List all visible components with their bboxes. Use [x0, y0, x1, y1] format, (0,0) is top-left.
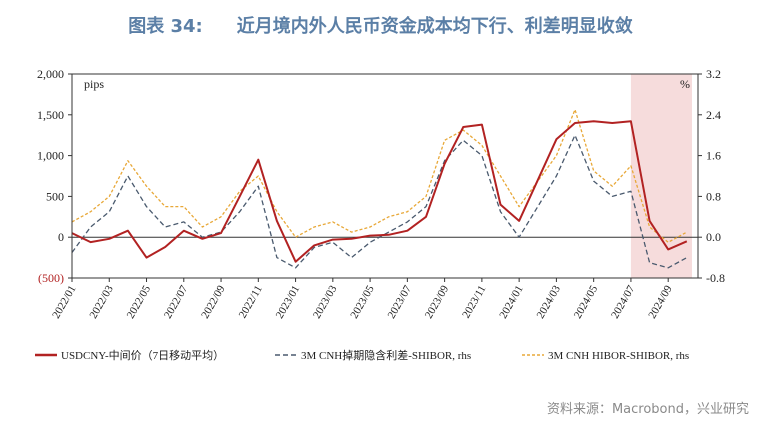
plot-frame	[71, 73, 699, 279]
legend-label-1: 3M CNH掉期隐含利差-SHIBOR, rhs	[301, 348, 471, 362]
x-tick-label: 2022/05	[125, 283, 154, 321]
y-right-tick-label: 1.6	[706, 149, 721, 163]
x-tick-label: 2024/09	[646, 283, 675, 321]
x-tick-label: 2023/07	[386, 283, 415, 321]
figure-title: 近月境内外人民币资金成本均下行、利差明显收敛	[236, 16, 633, 37]
x-tick-label: 2022/09	[199, 283, 228, 321]
series-line-2	[71, 109, 688, 243]
y-left-tick-label: 1,500	[37, 108, 64, 122]
series-line-1	[71, 134, 688, 269]
source-note: 资料来源：Macrobond，兴业研究	[546, 402, 749, 417]
x-tick-label: 2023/09	[423, 283, 452, 321]
x-tick-label: 2022/07	[162, 283, 191, 321]
x-tick-label: 2022/11	[237, 284, 265, 321]
highlight-band	[630, 74, 692, 278]
series-line-0	[71, 120, 688, 263]
line-chart: 2,000 1,500 1,000 500 0 (500) 3.2 2.4 1.6 0.8 0.0 -…	[35, 67, 725, 362]
x-tick-label: 2022/03	[87, 283, 116, 321]
legend-label-2: 3M CNH HIBOR-SHIBOR, rhs	[548, 350, 689, 362]
y-left-tick-label: 2,000	[37, 67, 64, 81]
x-tick-label: 2024/01	[497, 284, 525, 321]
chart-title: 图表 34: 近月境内外人民币资金成本均下行、利差明显收敛	[0, 12, 761, 38]
y-right-unit: %	[680, 77, 690, 91]
x-tick-label: 2024/07	[609, 283, 638, 321]
x-tick-label: 2022/01	[50, 284, 78, 321]
y-left-unit: pips	[84, 77, 104, 91]
y-left-tick-label: (500)	[38, 271, 64, 285]
figure-number: 图表 34:	[128, 16, 203, 37]
x-tick-label: 2023/01	[274, 284, 302, 321]
y-right-tick-label: 3.2	[706, 67, 721, 81]
x-tick-label: 2024/03	[535, 283, 564, 321]
x-tick-label: 2023/03	[311, 283, 340, 321]
x-tick-label: 2023/11	[460, 284, 488, 321]
x-tick-label: 2023/05	[348, 283, 377, 321]
y-left-tick-label: 0	[58, 230, 64, 244]
legend-label-0: USDCNY-中间价（7日移动平均）	[61, 349, 224, 362]
x-tick-label: 2024/05	[572, 283, 601, 321]
y-left-tick-label: 1,000	[37, 149, 64, 163]
y-right-tick-label: 0.8	[706, 189, 721, 203]
y-left-tick-label: 500	[46, 189, 64, 203]
y-right-tick-label: 2.4	[706, 108, 721, 122]
y-right-tick-label: -0.8	[706, 271, 725, 285]
y-right-tick-label: 0.0	[706, 230, 721, 244]
